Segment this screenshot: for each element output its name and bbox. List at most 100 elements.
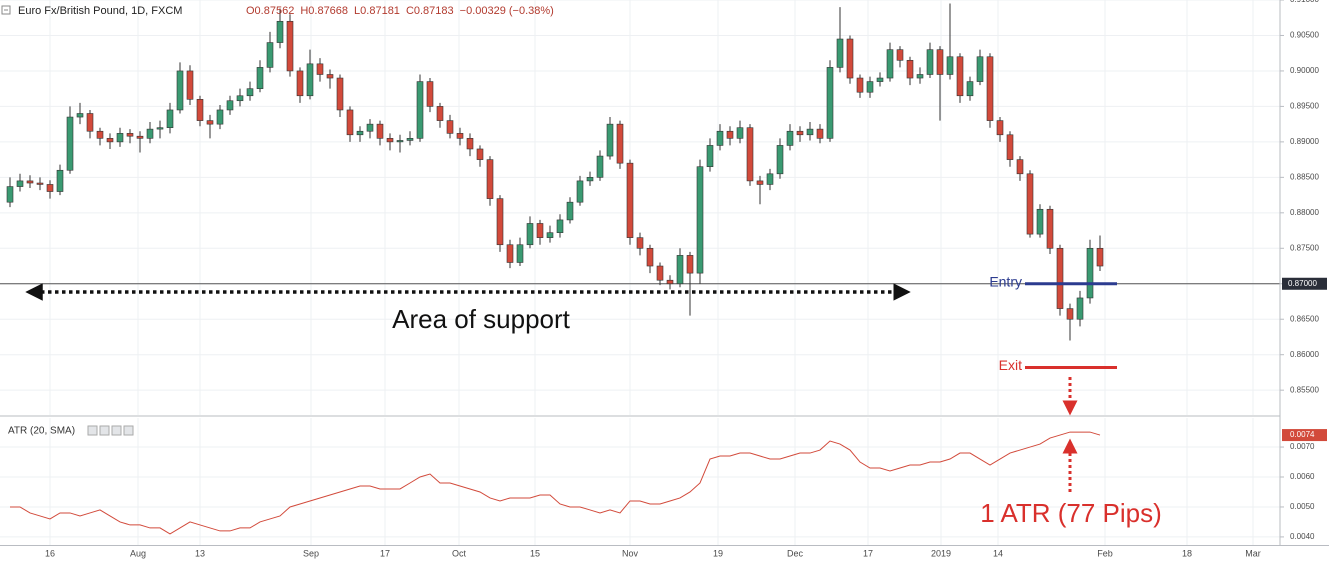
candle-body <box>876 77 884 82</box>
candle-body <box>846 38 854 79</box>
candle-body <box>856 77 864 93</box>
entry-label: Entry <box>989 273 1022 289</box>
candle-body <box>426 81 434 107</box>
candle-body <box>916 74 924 79</box>
candle-body <box>76 113 84 118</box>
collapse-icon[interactable] <box>1 5 11 15</box>
candle-body <box>1096 247 1104 267</box>
candle-body <box>1036 208 1044 235</box>
support-price-box <box>1282 277 1327 290</box>
candle-body <box>836 38 844 68</box>
candle-body <box>16 180 24 187</box>
candle-body <box>906 59 914 79</box>
candle-body <box>996 120 1004 136</box>
candle-body <box>736 127 744 139</box>
candle-body <box>926 49 934 75</box>
x-tick-label: Oct <box>452 548 467 558</box>
candle-body <box>496 198 504 246</box>
candle-body <box>436 106 444 121</box>
candle-body <box>376 123 384 139</box>
candle-body <box>776 145 784 175</box>
readout-open: O0.87562 <box>246 5 294 17</box>
candle-body <box>296 70 304 97</box>
icon[interactable] <box>123 425 134 436</box>
candle-body <box>156 127 164 130</box>
candle-body <box>36 182 44 185</box>
candle-body <box>726 130 734 139</box>
candle-body <box>416 81 424 139</box>
candle-body <box>666 279 674 285</box>
candle-body <box>936 49 944 75</box>
candle-body <box>706 145 714 168</box>
ohlc-readout: O0.87562 H0.87668 L0.87181 C0.87183 −0.00329… <box>246 5 554 17</box>
candle-body <box>606 123 614 157</box>
atr-line <box>10 431 1101 535</box>
candle-body <box>196 99 204 121</box>
candle-body <box>506 244 514 263</box>
candle-body <box>256 67 264 89</box>
readout-change: −0.00329 (−0.38%) <box>460 5 554 17</box>
y-tick-label: 0.89000 <box>1290 137 1319 146</box>
candle-body <box>756 180 764 185</box>
y-tick-label: 0.90000 <box>1290 66 1319 75</box>
candle-body <box>1006 134 1014 160</box>
x-tick-label: Nov <box>622 548 639 558</box>
candle-body <box>516 244 524 263</box>
atr-annotation: 1 ATR (77 Pips) <box>980 498 1162 528</box>
candle-body <box>316 63 324 75</box>
candle-body <box>716 130 724 146</box>
candle-body <box>326 74 334 79</box>
candle-body <box>686 255 694 274</box>
y-tick-label: 0.88500 <box>1290 172 1319 181</box>
candle-body <box>826 67 834 139</box>
candle-body <box>596 155 604 178</box>
candle-body <box>1016 159 1024 175</box>
candle-body <box>586 177 594 182</box>
icon[interactable] <box>87 425 98 436</box>
candle-body <box>46 184 54 192</box>
icon[interactable] <box>111 425 122 436</box>
y-tick-label: 0.85500 <box>1290 385 1319 394</box>
candle-body <box>56 169 64 192</box>
candle-body <box>786 130 794 146</box>
candle-body <box>6 186 14 203</box>
candle-body <box>96 130 104 139</box>
candle-body <box>746 127 754 182</box>
candle-body <box>1056 247 1064 309</box>
candle-body <box>816 128 824 139</box>
candle-body <box>986 56 994 121</box>
exit-label: Exit <box>999 357 1022 373</box>
x-tick-label: 19 <box>713 548 723 558</box>
candle-body <box>486 159 494 199</box>
candle-body <box>676 255 684 285</box>
candle-body <box>946 56 954 75</box>
candle-body <box>136 135 144 139</box>
candle-body <box>116 133 124 143</box>
candle-body <box>896 49 904 61</box>
x-tick-label: 16 <box>45 548 55 558</box>
candle-body <box>216 109 224 125</box>
candle-body <box>526 223 534 246</box>
candle-body <box>626 162 634 238</box>
x-tick-label: Mar <box>1245 548 1261 558</box>
candle-body <box>956 56 964 97</box>
candle-body <box>1026 173 1034 235</box>
candle-body <box>566 201 574 221</box>
candle-body <box>646 247 654 267</box>
candle-body <box>1066 308 1074 320</box>
readout-high: H0.87668 <box>300 5 348 17</box>
y-tick-label: 0.89500 <box>1290 102 1319 111</box>
candle-body <box>276 20 284 43</box>
candle-body <box>546 232 554 238</box>
candle-body <box>346 109 354 136</box>
icon[interactable] <box>99 425 110 436</box>
indicator-icons[interactable] <box>87 425 134 436</box>
candle-body <box>246 88 254 97</box>
candle-body <box>866 81 874 93</box>
candle-body <box>696 166 704 274</box>
candle-body <box>66 116 74 171</box>
x-tick-label: 15 <box>530 548 540 558</box>
candle-body <box>966 81 974 97</box>
